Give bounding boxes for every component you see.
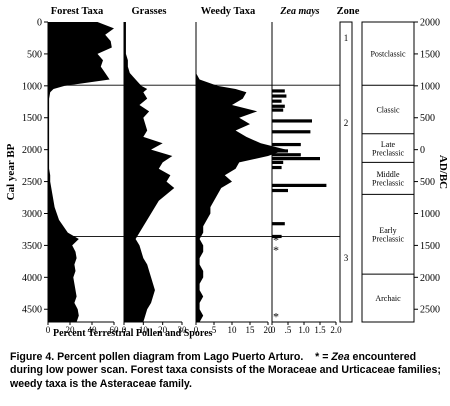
zone-column: 1 2 3 Zone	[337, 6, 360, 323]
left-axis-tick-label: 1000	[22, 81, 42, 92]
zea-bar	[272, 99, 282, 103]
left-axis-tick-label: 3000	[22, 209, 42, 220]
left-axis-tick-label: 0	[37, 18, 42, 29]
period-label: Early	[379, 226, 396, 235]
period-label: Middle	[376, 170, 400, 179]
grasses-x-tick-label: 30	[178, 325, 188, 335]
zone-title: Zone	[337, 6, 360, 17]
period-label: Classic	[376, 105, 400, 114]
zea-bar	[272, 149, 288, 153]
zea-bar	[272, 156, 320, 161]
forest-taxa-title: Forest Taxa	[51, 6, 104, 17]
right-axis-tick-label: 500	[420, 177, 435, 188]
right-axis-tick-label: 2000	[420, 273, 440, 284]
figure-caption: Figure 4. Percent pollen diagram from La…	[10, 351, 442, 391]
zea-bar	[272, 188, 288, 193]
zea-x-tick-label: 1.5	[314, 325, 326, 335]
caption-part1: Figure 4. Percent pollen diagram from La…	[10, 351, 304, 363]
period-label: Archaic	[375, 294, 401, 303]
grasses-area	[124, 22, 175, 322]
period-label: Preclassic	[372, 179, 404, 188]
zea-asterisk: *	[273, 310, 279, 324]
zea-bar	[272, 160, 284, 165]
caption-symbol: * =	[315, 351, 332, 363]
right-axis-tick-label: 2500	[420, 305, 440, 316]
right-axis-tick-label: 1000	[420, 81, 440, 92]
zone-label: 3	[344, 253, 349, 263]
zone-label: 2	[344, 118, 349, 128]
zea-bar	[272, 183, 327, 188]
right-axis-tick-label: 0	[420, 145, 425, 156]
left-axis-tick-label: 3500	[22, 241, 42, 252]
zea-bar	[272, 108, 284, 112]
left-axis-tick-label: 500	[27, 49, 42, 60]
zea-asterisk: *	[273, 233, 279, 247]
forest-taxa-area	[48, 22, 114, 322]
x-axis-label: Percent Terrestrial Pollen and Spores	[53, 328, 213, 339]
zea-bar	[272, 119, 312, 123]
zone-column-frame	[339, 21, 353, 323]
zone-boundary-lines	[48, 84, 340, 237]
period-label: Late	[381, 140, 396, 149]
zea-x-tick-label: .0	[269, 325, 276, 335]
zea-bar	[272, 130, 311, 134]
weedy-taxa-title: Weedy Taxa	[201, 6, 256, 17]
zea-bar	[272, 165, 282, 170]
zea-bar	[272, 104, 285, 108]
right-axis-tick-label: 1500	[420, 49, 440, 60]
left-axis-tick-label: 4500	[22, 305, 42, 316]
zea-title: Zea mays	[279, 6, 319, 17]
caption-zea: Zea	[331, 351, 350, 363]
zea-x-tick-label: .5	[285, 325, 292, 335]
weedy-taxa-x-tick-label: 15	[246, 325, 256, 335]
grasses-x-tick-label: 10	[139, 325, 149, 335]
grasses-title: Grasses	[132, 6, 167, 17]
period-label: Postclassic	[370, 50, 406, 59]
zea-bar	[272, 94, 287, 98]
right-axis-tick-label: 2000	[420, 18, 440, 29]
right-axis-tick-label: 500	[420, 113, 435, 124]
weedy-taxa-area	[196, 22, 286, 322]
ad-bc-axis-label: AD/BC	[437, 155, 449, 189]
weedy-taxa-x-tick-label: 0	[194, 325, 199, 335]
right-axis-tick-label: 1000	[420, 209, 440, 220]
zea-bar	[272, 222, 285, 226]
zea-bar	[272, 142, 301, 147]
forest-taxa-x-tick-label: 60	[110, 325, 120, 335]
period-label: Preclassic	[372, 148, 404, 157]
zone-label: 1	[344, 33, 349, 43]
cal-year-bp-axis-label: Cal year BP	[5, 143, 17, 200]
grasses-x-tick-label: 20	[158, 325, 168, 335]
weedy-taxa-x-tick-label: 5	[212, 325, 217, 335]
weedy-taxa-x-tick-label: 20	[264, 325, 274, 335]
period-column-frame	[361, 21, 415, 323]
ad-bc-axis: 2000 1500 1000 500 0 500 1000 1500 2000 2500	[414, 18, 440, 316]
zea-x-tick-label: 1.0	[298, 325, 310, 335]
left-axis-tick-label: 4000	[22, 273, 42, 284]
zea-bar	[272, 89, 285, 93]
right-axis-tick-label: 1500	[420, 241, 440, 252]
cal-year-bp-axis: 0 500 1000 1500 2000 2500 3000 3500 4000 4500	[22, 18, 49, 322]
grasses-x-tick-label: 0	[122, 325, 127, 335]
left-axis-tick-label: 1500	[22, 113, 42, 124]
zea-asterisk: *	[273, 243, 279, 257]
forest-taxa-x-tick-label: 0	[46, 325, 51, 335]
taxa-panels: 0 20 40 60 Forest Taxa 0 10 20 30 Grasses 0 5 10 15 20…	[46, 6, 286, 335]
left-axis-tick-label: 2500	[22, 177, 42, 188]
caption-part2: encountered during low power scan. Fores…	[10, 351, 441, 390]
left-axis-tick-label: 2000	[22, 145, 42, 156]
period-column: PostclassicClassicLatePreclassicMiddlePr…	[361, 21, 415, 323]
forest-taxa-x-tick-label: 40	[88, 325, 98, 335]
forest-taxa-x-tick-label: 20	[66, 325, 76, 335]
weedy-taxa-x-tick-label: 10	[228, 325, 238, 335]
period-label: Preclassic	[372, 234, 404, 243]
zea-bar	[272, 153, 301, 157]
zea-x-tick-label: 2.0	[330, 325, 342, 335]
